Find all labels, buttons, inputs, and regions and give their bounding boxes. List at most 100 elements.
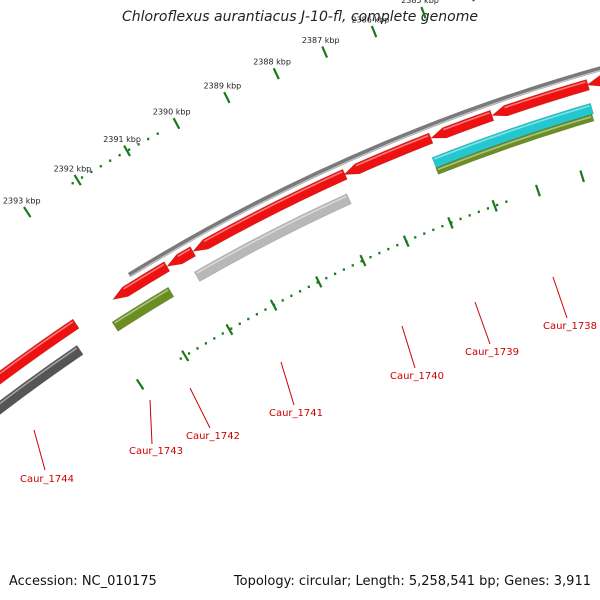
gene-feature-shine [114,289,169,324]
scale-dot [128,148,131,151]
scale-dot [90,170,93,174]
scale-label: 2390 kbp [153,108,191,117]
major-tick [123,145,131,157]
scale-label: 2386 kbp [352,15,390,24]
scale-label: 2388 kbp [253,58,291,67]
gene-label: Caur_1741 [269,408,323,419]
gene-feature-shine [0,347,78,405]
gene-leader-line [280,361,295,406]
gene-feature [430,109,495,139]
major-tick [269,299,278,311]
gene-feature [343,132,434,176]
major-tick [491,199,498,212]
scale-dot [316,281,319,284]
scale-dot [118,153,121,157]
scale-dot [188,352,191,355]
scale-dot [99,165,102,168]
gene-feature [193,193,352,282]
gene-feature [112,261,171,300]
backbone-highlight [129,69,600,278]
scale-dot [351,264,354,267]
gene-leader-line [474,301,491,345]
gene-feature-shine [123,263,165,290]
scale-dot [414,236,417,239]
scale-labels: 2393 kbp 2392 kbp 2391 kbp 2390 kbp 2389 kbp… [3,0,439,206]
scale-dot [230,327,233,330]
scale-dot [468,214,471,217]
gene-leader-line [33,429,46,471]
scale-dot [307,285,310,289]
scale-dot [264,308,267,311]
scale-dot [396,243,399,247]
scale-dot [360,260,363,263]
scale-dot [369,255,372,259]
gene-feature [166,246,197,267]
scale-dot [333,272,337,276]
scale-label: 2385 kbp [401,0,439,5]
major-tick [420,6,427,19]
gene-feature [435,113,595,175]
major-tick [223,91,231,104]
gene-feature-shine [443,112,490,131]
scale-dot [486,207,490,210]
scale-dot [505,200,508,203]
gene-feature [0,344,84,415]
map-title: Chloroflexus aurantiacus J-10-fl, comple… [122,9,478,25]
major-tick [135,378,145,390]
scale-dot [156,132,159,135]
scale-dot [423,232,426,235]
gene-leader-line [552,276,568,319]
scale-dot [477,210,480,214]
scale-dot [387,247,390,251]
gene-leader-line [149,399,153,445]
scale-label: 2392 kbp [54,165,92,174]
major-tick [181,350,190,362]
scale-dot [496,203,499,207]
inner-scale-dots [179,200,508,360]
major-tick [370,25,378,38]
gene-feature-shine [504,81,586,109]
gene-feature-shine [203,171,343,243]
scale-dot [432,228,435,232]
gene-label: Caur_1742 [186,431,240,442]
genome-backbone [127,66,600,278]
scale-dot [255,313,258,316]
major-tick [172,117,181,130]
scale-dot [441,224,444,228]
scale-dot [109,159,112,162]
major-tick [472,0,475,2]
scale-label: 2387 kbp [302,36,340,45]
gene-label: Caur_1739 [465,347,519,358]
scale-dot [179,357,182,360]
major-tick [447,216,454,229]
scale-dot [378,251,381,255]
scale-dot [147,137,150,141]
major-tick [534,184,541,197]
major-tick [315,275,323,288]
genome-summary-text: Topology: circular; Length: 5,258,541 bp… [233,574,591,589]
backbone-line [127,66,600,278]
gene-label: Caur_1743 [129,446,183,457]
major-tick [73,174,82,186]
gene-feature [0,318,80,385]
major-tick [579,170,585,183]
outer-scale-dots [71,132,159,185]
gene-feature-shine [355,134,429,167]
scale-dot [459,217,462,221]
scale-label: 2393 kbp [3,197,41,206]
gene-leader-line [189,387,211,429]
major-tick [321,46,329,58]
scale-label: 2391 kbp [103,135,141,144]
gene-label: Caur_1738 [543,321,597,332]
scale-dot [238,322,241,325]
scale-label: 2389 kbp [204,82,242,91]
gene-features [0,75,600,415]
major-tick [359,254,367,267]
gene-label: Caur_1744 [20,474,74,485]
scale-dot [221,332,224,335]
gene-leader-line [401,325,416,369]
scale-dot [204,342,207,345]
major-tick [23,206,32,218]
gene-feature-shine [177,248,191,257]
